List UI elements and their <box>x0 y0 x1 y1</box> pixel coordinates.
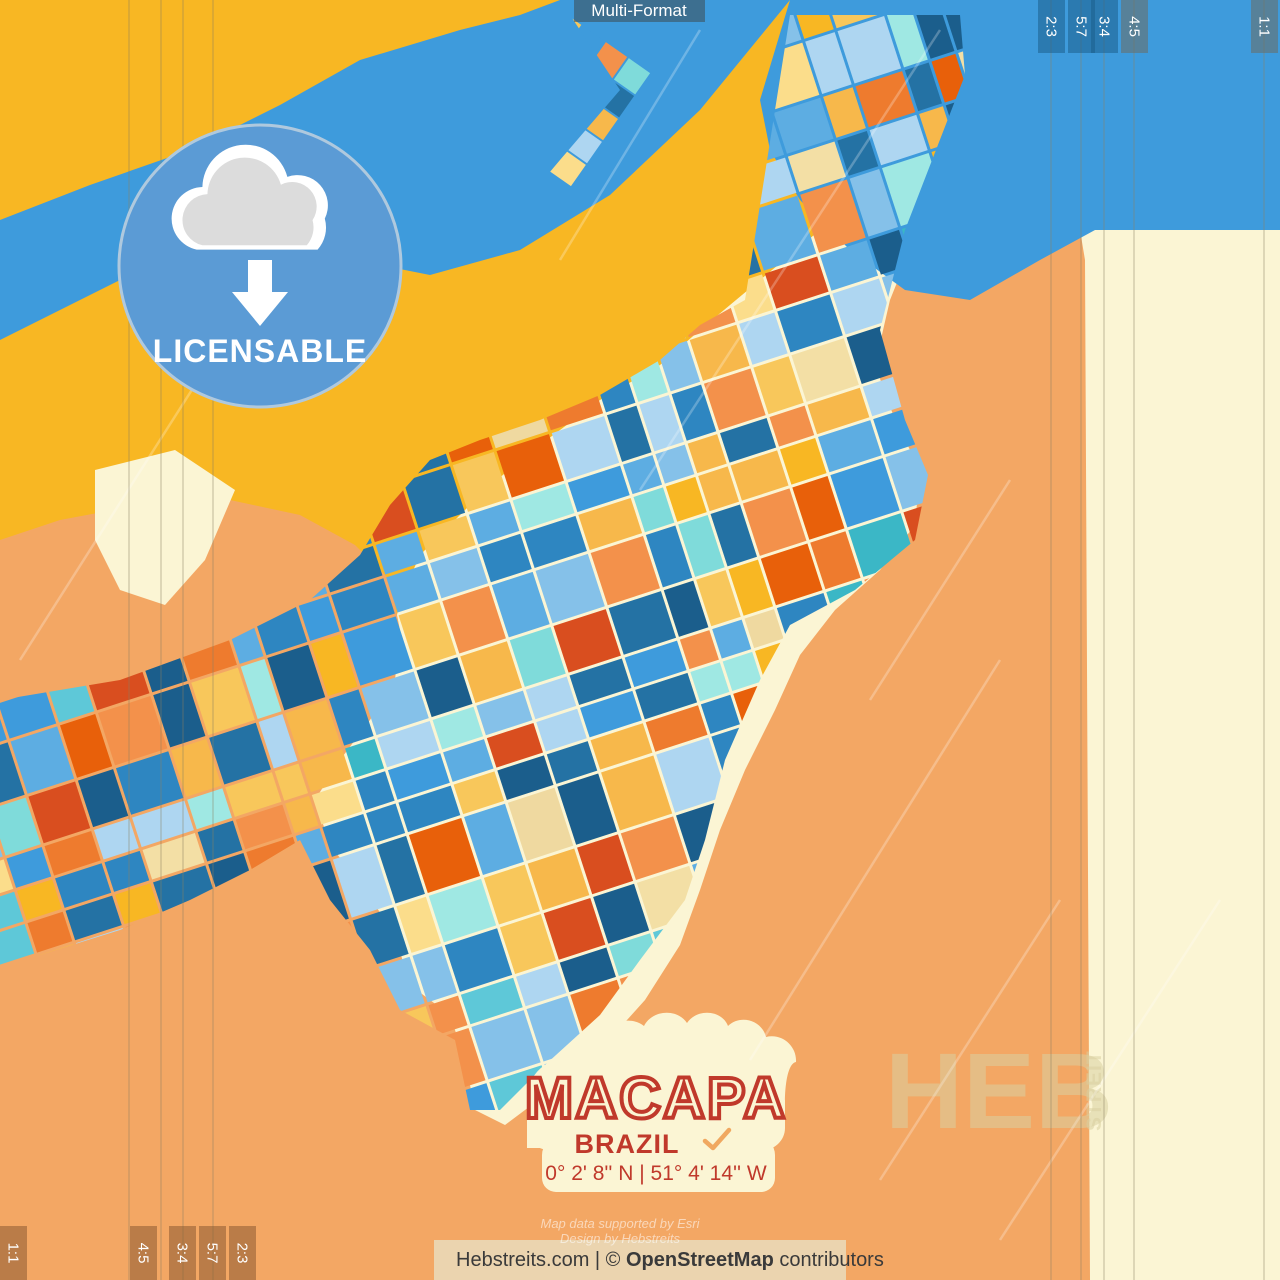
svg-text:Map data supported by Esri: Map data supported by Esri <box>541 1216 701 1231</box>
svg-text:LICENSABLE: LICENSABLE <box>153 333 367 369</box>
svg-text:Design by Hebstreits: Design by Hebstreits <box>560 1231 680 1246</box>
svg-text:Hebstreits.com | © OpenStreetM: Hebstreits.com | © OpenStreetMap contrib… <box>456 1249 884 1271</box>
svg-text:4:5: 4:5 <box>1126 16 1143 37</box>
svg-text:STREIT: STREIT <box>1083 1050 1106 1131</box>
svg-text:5:7: 5:7 <box>204 1243 221 1264</box>
svg-text:HEB: HEB <box>885 1030 1113 1151</box>
svg-text:5:7: 5:7 <box>1073 16 1090 37</box>
svg-text:Multi-Format: Multi-Format <box>591 1 687 20</box>
svg-text:0° 2' 8'' N | 51° 4' 14'' W: 0° 2' 8'' N | 51° 4' 14'' W <box>545 1162 767 1185</box>
svg-text:MACAPA: MACAPA <box>525 1066 787 1131</box>
svg-text:3:4: 3:4 <box>174 1243 191 1264</box>
svg-text:1:1: 1:1 <box>5 1243 22 1264</box>
svg-text:4:5: 4:5 <box>135 1243 152 1264</box>
svg-text:BRAZIL: BRAZIL <box>575 1129 680 1159</box>
svg-text:1:1: 1:1 <box>1256 16 1273 37</box>
svg-text:2:3: 2:3 <box>1043 16 1060 37</box>
svg-text:3:4: 3:4 <box>1096 16 1113 37</box>
svg-text:2:3: 2:3 <box>234 1243 251 1264</box>
